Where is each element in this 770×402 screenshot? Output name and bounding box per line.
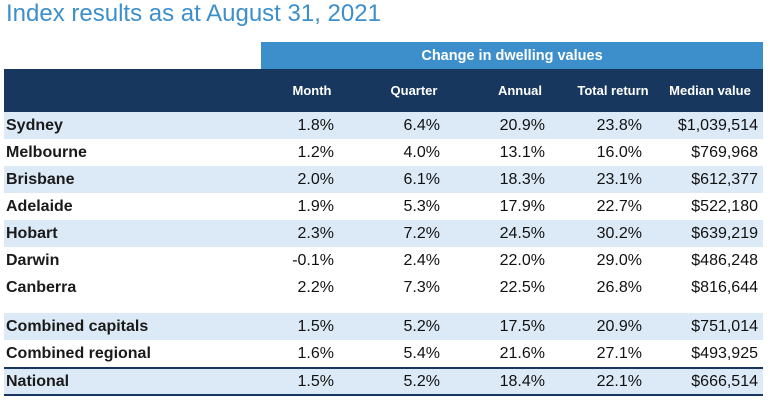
cell-annual: 17.5% <box>499 317 545 335</box>
cell-median-value: $816,644 <box>691 278 758 296</box>
row-label: Adelaide <box>6 197 73 215</box>
cell-month: 1.6% <box>297 344 334 362</box>
cell-median-value: $639,219 <box>691 224 758 242</box>
cell-quarter: 7.3% <box>403 278 440 296</box>
table-row: Combined regional 1.6% 5.4% 21.6% 27.1% … <box>4 340 763 367</box>
cell-quarter: 7.2% <box>403 224 440 242</box>
cell-quarter: 6.1% <box>403 170 440 188</box>
column-header-total-return: Total return <box>577 83 649 98</box>
table-row: Hobart 2.3% 7.2% 24.5% 30.2% $639,219 <box>4 220 763 247</box>
page-title: Index results as at August 31, 2021 <box>6 0 381 27</box>
cell-median-value: $769,968 <box>691 143 758 161</box>
cell-annual: 24.5% <box>499 224 545 242</box>
cell-total-return: 23.1% <box>596 170 642 188</box>
table-row: Canberra 2.2% 7.3% 22.5% 26.8% $816,644 <box>4 274 763 301</box>
cell-quarter: 6.4% <box>403 116 440 134</box>
cell-total-return: 22.7% <box>596 197 642 215</box>
cell-median-value: $612,377 <box>691 170 758 188</box>
cell-month: 2.0% <box>297 170 334 188</box>
cell-annual: 22.0% <box>499 251 545 269</box>
cell-quarter: 5.3% <box>403 197 440 215</box>
cell-month: 1.8% <box>297 116 334 134</box>
cell-median-value: $751,014 <box>691 317 758 335</box>
column-header-quarter: Quarter <box>390 83 438 98</box>
row-label: Brisbane <box>6 170 75 188</box>
row-label: Melbourne <box>6 143 87 161</box>
column-header-annual: Annual <box>497 83 543 98</box>
cell-median-value: $486,248 <box>691 251 758 269</box>
row-label: National <box>6 372 70 390</box>
column-group-label: Change in dwelling values <box>421 47 603 64</box>
cell-total-return: 20.9% <box>596 317 642 335</box>
table-row: Melbourne 1.2% 4.0% 13.1% 16.0% $769,968 <box>4 139 763 166</box>
cell-month: 1.2% <box>297 143 334 161</box>
cell-median-value: $666,514 <box>691 372 758 390</box>
cell-annual: 13.1% <box>499 143 545 161</box>
table-row-national: National 1.5% 5.2% 18.4% 22.1% $666,514 <box>4 367 763 396</box>
cell-annual: 21.6% <box>499 344 545 362</box>
table-row: Combined capitals 1.5% 5.2% 17.5% 20.9% … <box>4 313 763 340</box>
cell-quarter: 4.0% <box>403 143 440 161</box>
row-label: Combined regional <box>6 344 151 362</box>
cell-total-return: 16.0% <box>596 143 642 161</box>
cell-annual: 18.3% <box>499 170 545 188</box>
table-row: Adelaide 1.9% 5.3% 17.9% 22.7% $522,180 <box>4 193 763 220</box>
cell-total-return: 26.8% <box>596 278 642 296</box>
cell-annual: 20.9% <box>499 116 545 134</box>
cell-total-return: 29.0% <box>596 251 642 269</box>
cell-total-return: 23.8% <box>596 116 642 134</box>
table-row: Brisbane 2.0% 6.1% 18.3% 23.1% $612,377 <box>4 166 763 193</box>
cell-month: 2.3% <box>297 224 334 242</box>
column-group-header: Change in dwelling values <box>261 42 763 69</box>
table-row: Darwin -0.1% 2.4% 22.0% 29.0% $486,248 <box>4 247 763 274</box>
cell-annual: 17.9% <box>499 197 545 215</box>
cell-quarter: 2.4% <box>403 251 440 269</box>
cell-quarter: 5.2% <box>403 372 440 390</box>
table-row: Sydney 1.8% 6.4% 20.9% 23.8% $1,039,514 <box>4 112 763 139</box>
cell-month: -0.1% <box>292 251 334 269</box>
cell-month: 1.9% <box>297 197 334 215</box>
cell-median-value: $493,925 <box>691 344 758 362</box>
row-label: Sydney <box>6 116 63 134</box>
cell-month: 1.5% <box>297 372 334 390</box>
cell-median-value: $1,039,514 <box>677 116 758 134</box>
cell-annual: 18.4% <box>499 372 545 390</box>
cell-annual: 22.5% <box>499 278 545 296</box>
table-header: Month Quarter Annual Total return Median… <box>4 69 763 112</box>
row-label: Darwin <box>6 251 60 269</box>
row-label: Hobart <box>6 224 58 242</box>
cell-median-value: $522,180 <box>691 197 758 215</box>
row-label: Canberra <box>6 278 77 296</box>
row-label: Combined capitals <box>6 317 149 335</box>
cell-total-return: 22.1% <box>596 372 642 390</box>
cell-total-return: 27.1% <box>596 344 642 362</box>
cell-month: 1.5% <box>297 317 334 335</box>
cell-quarter: 5.4% <box>403 344 440 362</box>
cell-quarter: 5.2% <box>403 317 440 335</box>
cell-total-return: 30.2% <box>596 224 642 242</box>
column-header-median-value: Median value <box>669 83 751 98</box>
cell-month: 2.2% <box>297 278 334 296</box>
column-header-month: Month <box>292 83 332 98</box>
